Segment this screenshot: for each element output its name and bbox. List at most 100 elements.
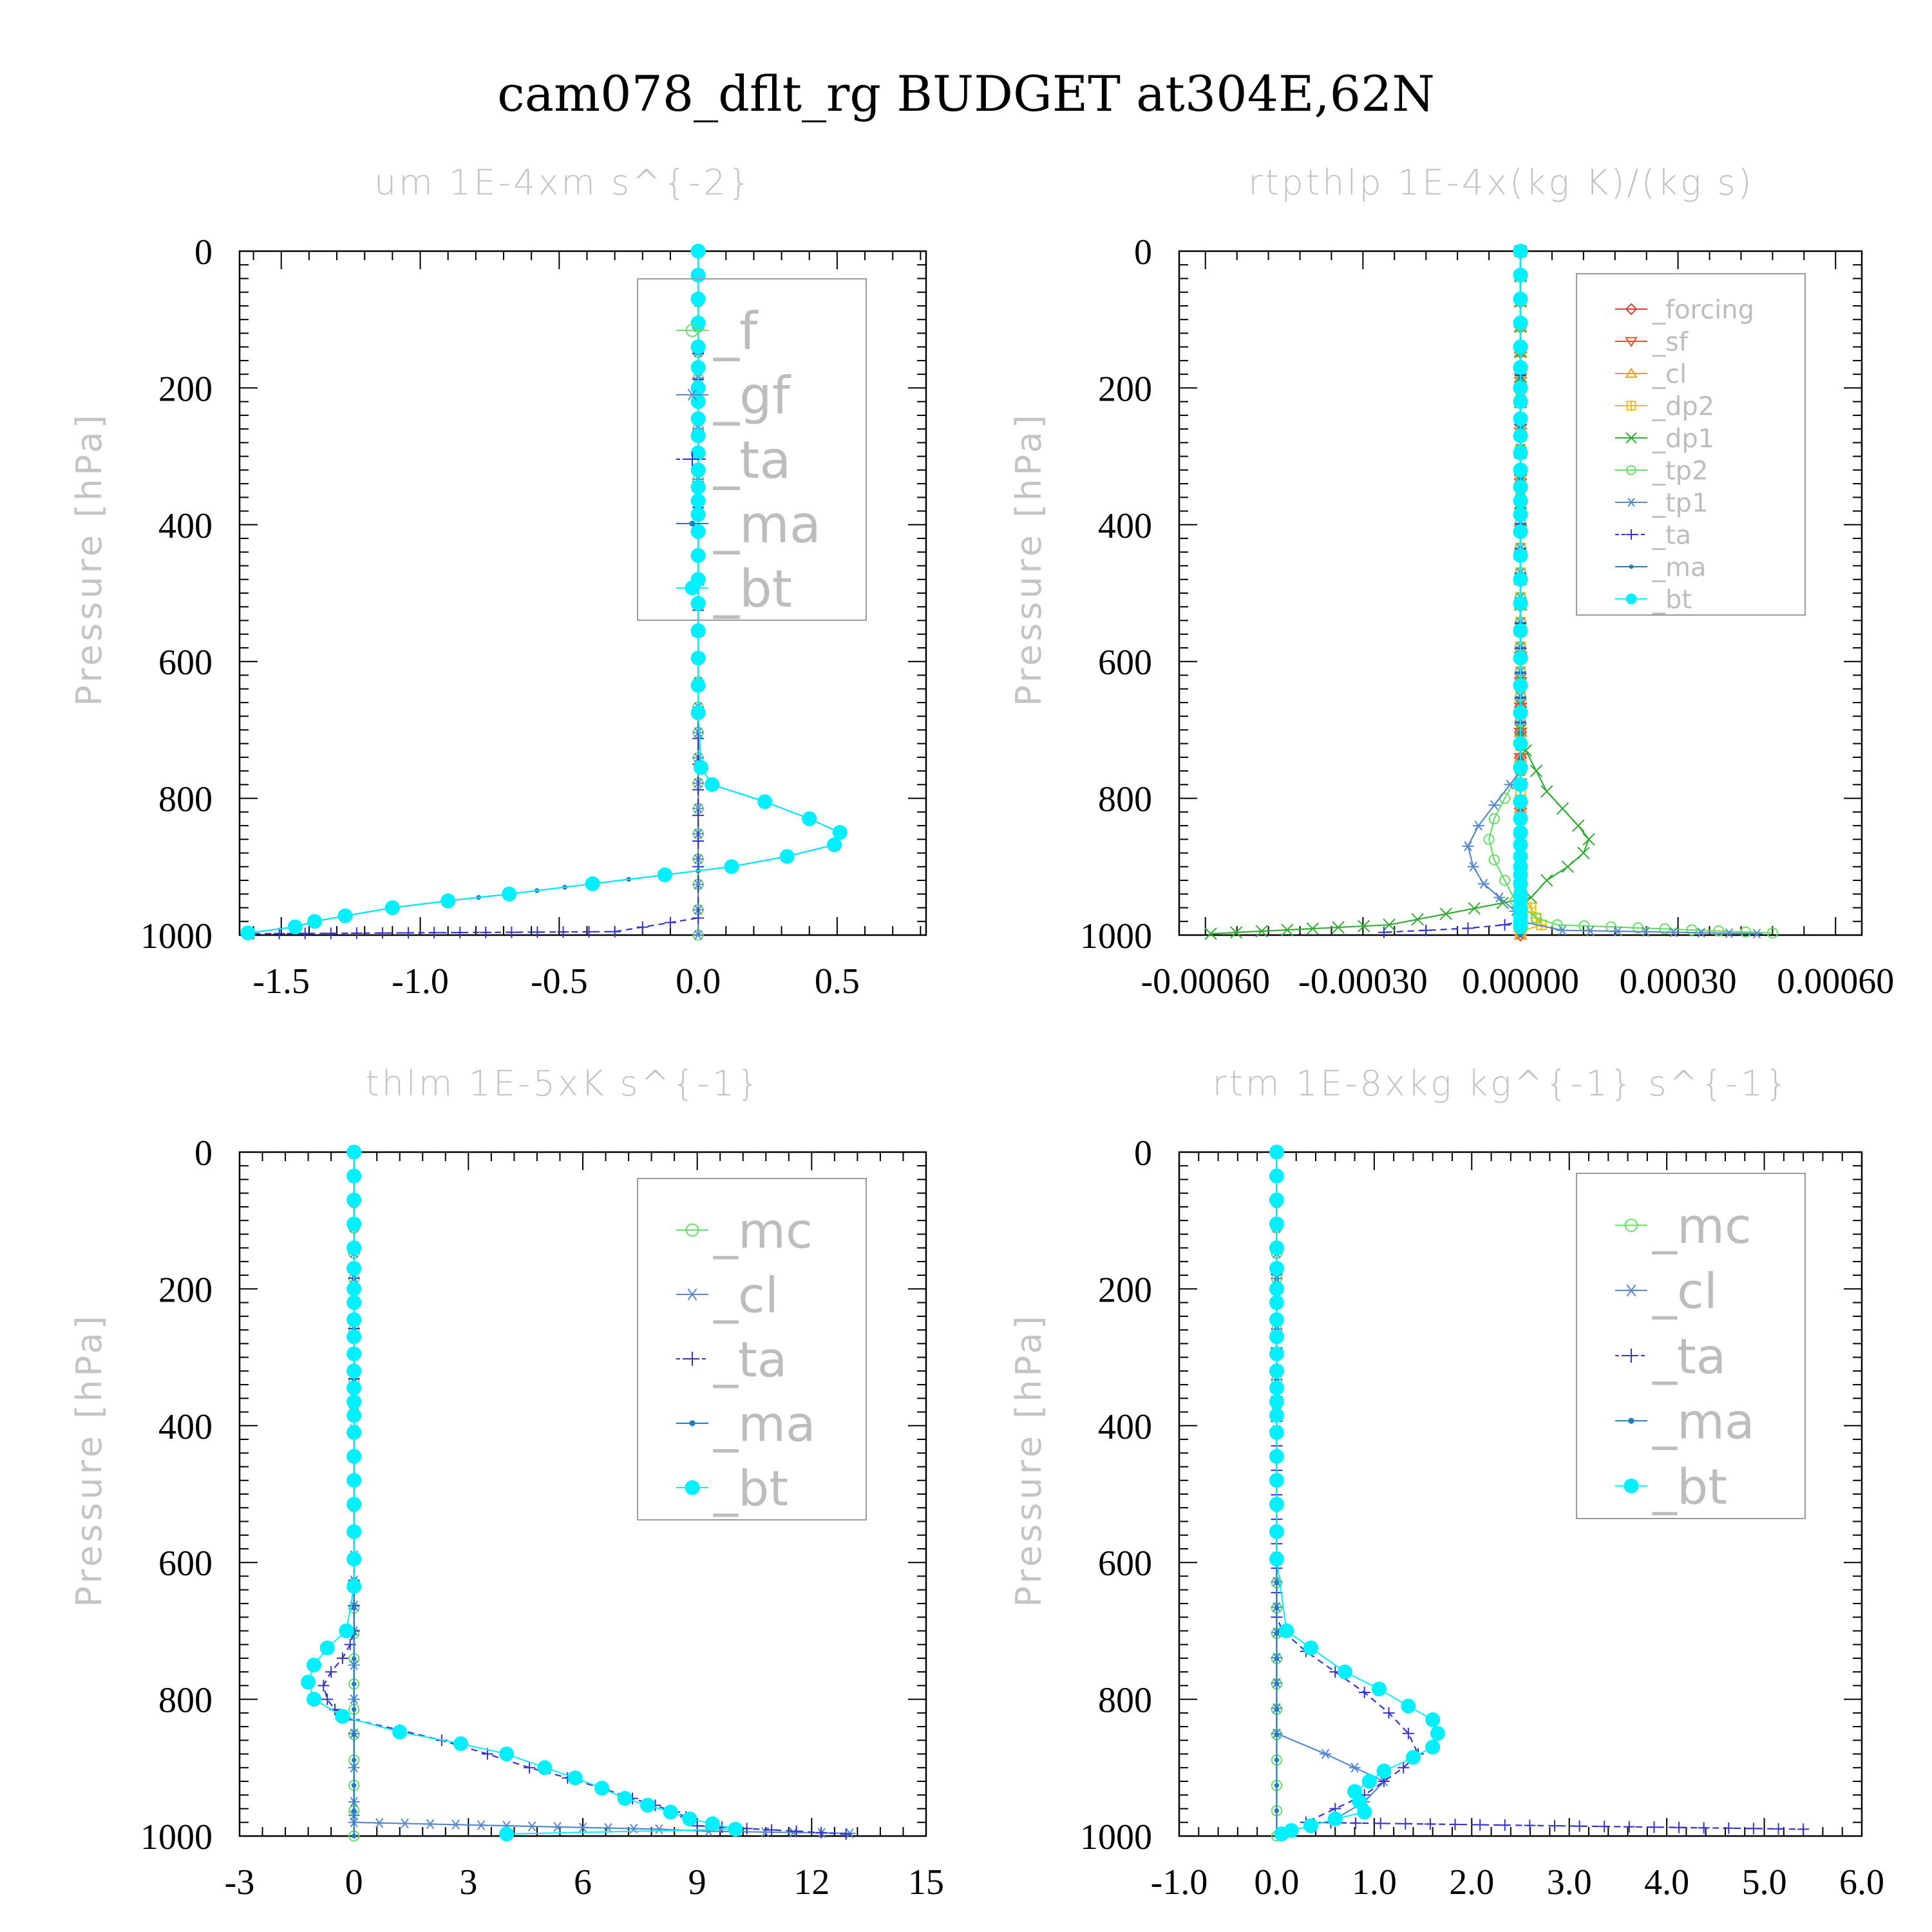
data-point: [1332, 921, 1345, 934]
data-point: [1424, 1818, 1436, 1830]
legend-marker: [1624, 1349, 1638, 1363]
data-point: [336, 1652, 348, 1664]
legend-label: _ma: [1652, 1393, 1755, 1450]
data-point: [1513, 315, 1528, 331]
data-point: [1797, 1823, 1810, 1835]
data-point: [557, 926, 569, 938]
data-point: [346, 1394, 362, 1410]
data-point: [506, 926, 518, 938]
data-point: [351, 1681, 357, 1687]
x-tick-label: 0.00000: [1462, 961, 1579, 1001]
data-point: [475, 1820, 488, 1830]
series-line: [1467, 251, 1757, 934]
legend-marker: [1629, 564, 1634, 569]
data-point: [392, 1725, 408, 1740]
panel-3: thlm 1E-5xK s^{-1} Pressure [hPa] 0 200 400 6…: [69, 1063, 944, 1902]
series-line: [1276, 1152, 1439, 1835]
data-point: [690, 548, 706, 564]
data-point: [1513, 825, 1528, 840]
data-point: [757, 794, 773, 810]
y-axis-label: Pressure [hPa]: [69, 1312, 109, 1607]
x-tick-label: 3.0: [1547, 1862, 1592, 1902]
data-point: [1474, 1819, 1486, 1831]
data-point: [787, 1827, 799, 1838]
data-point: [1383, 1707, 1395, 1719]
data-point: [585, 876, 600, 891]
data-point: [1640, 927, 1652, 937]
data-point: [692, 879, 705, 890]
data-point: [301, 1674, 316, 1690]
data-point: [1513, 548, 1528, 564]
data-point: [1350, 1817, 1362, 1829]
data-point: [499, 1826, 515, 1842]
legend-label: _bt: [1652, 585, 1692, 614]
x-tick-label: -0.00030: [1298, 961, 1428, 1001]
data-point: [1269, 1408, 1284, 1423]
x-tick-label: 12: [793, 1862, 829, 1902]
data-point: [1397, 1761, 1410, 1774]
data-point: [1462, 841, 1474, 851]
data-point: [1513, 849, 1528, 864]
data-point: [1357, 1804, 1372, 1820]
legend-item-mc: _mc: [676, 1202, 813, 1259]
data-point: [1483, 833, 1495, 845]
y-tick-label: 600: [1098, 1544, 1152, 1584]
legend-label: _ta: [713, 430, 791, 490]
data-point: [351, 1833, 357, 1839]
plot-frame: [238, 1151, 927, 1837]
data-point: [1739, 926, 1752, 938]
data-point: [1488, 813, 1500, 825]
legend-label: _cl: [1652, 1262, 1718, 1320]
data-point: [690, 650, 706, 666]
data-point: [577, 1822, 589, 1833]
data-point: [1274, 1732, 1280, 1738]
data-point: [424, 1819, 437, 1830]
legend-item-sf: _sf: [1615, 327, 1689, 357]
panel-1: um 1E-4xm s^{-2} Pressure [hPa] 0 200 400 600…: [69, 162, 927, 1001]
data-point: [1513, 623, 1528, 638]
legend-item-dp1: _dp1: [1615, 424, 1714, 453]
data-point: [1472, 820, 1484, 831]
data-point: [1269, 1380, 1284, 1396]
data-point: [1229, 926, 1243, 939]
legend-label: _mc: [713, 1202, 813, 1259]
data-point: [1573, 1820, 1586, 1832]
data-point: [1274, 1631, 1280, 1636]
data-point: [1513, 572, 1528, 587]
data-point: [1468, 902, 1481, 915]
data-point: [346, 1578, 362, 1594]
legend-marker: [1625, 432, 1637, 444]
data-point: [1557, 925, 1569, 936]
data-point: [402, 927, 415, 939]
data-point: [1513, 411, 1528, 426]
series-ta: [1378, 245, 1526, 938]
data-point: [502, 886, 517, 902]
data-point: [325, 1666, 337, 1678]
data-point: [692, 727, 705, 738]
data-point: [692, 732, 705, 744]
data-point: [692, 803, 705, 814]
data-point: [692, 912, 705, 924]
data-point: [790, 1825, 802, 1837]
legend-label: _gf: [713, 366, 791, 426]
data-point: [1659, 923, 1671, 935]
data-point: [690, 479, 706, 495]
data-point: [690, 243, 706, 259]
series-dp1: [1204, 245, 1595, 940]
data-point: [454, 927, 466, 939]
y-tick-label: 600: [158, 643, 213, 683]
y-axis-label: Pressure [hPa]: [1009, 1312, 1049, 1607]
data-point: [1269, 1216, 1284, 1232]
legend-label: _ta: [1652, 520, 1691, 550]
data-point: [1513, 428, 1528, 444]
y-tick-label: 1000: [140, 1817, 213, 1857]
data-point: [1493, 892, 1506, 903]
series-line: [253, 251, 699, 934]
data-point: [1513, 445, 1528, 460]
figure-title: cam078_dflt_rg BUDGET at304E,62N: [497, 65, 1435, 122]
data-point: [1513, 507, 1528, 522]
x-tick-label: 0: [345, 1862, 363, 1902]
y-tick-label: 0: [1134, 232, 1152, 272]
y-tick-label: 0: [194, 232, 213, 272]
data-point: [636, 921, 649, 933]
